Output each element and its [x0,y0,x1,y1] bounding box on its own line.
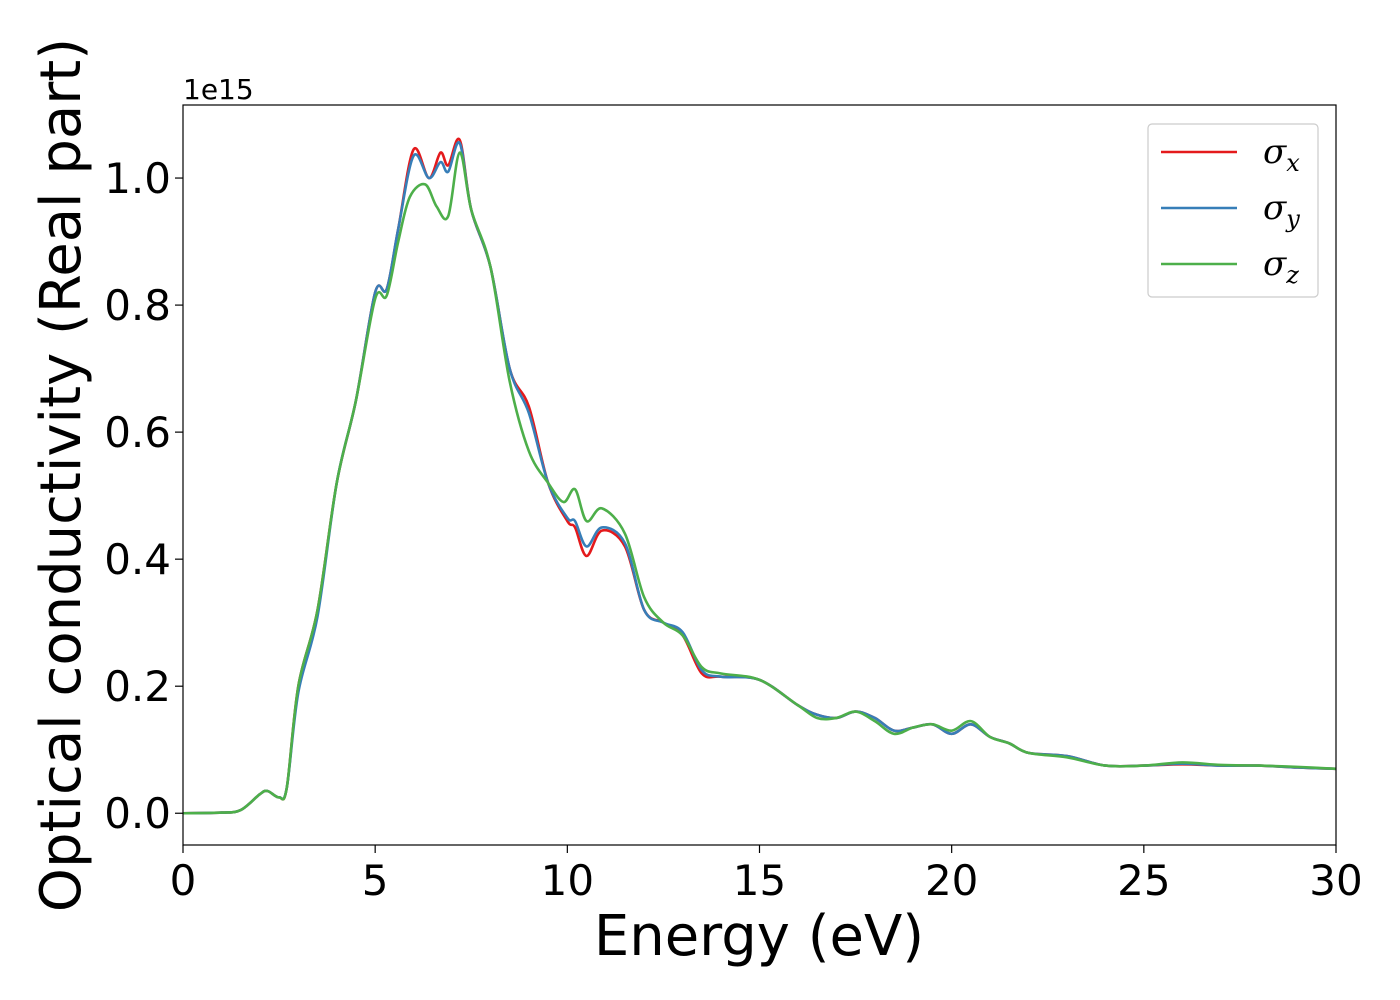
x-tick-label: 25 [1117,856,1170,905]
legend-box [1147,123,1319,298]
x-tick-label: 10 [541,856,594,905]
y-axis: 0.0 0.2 0.4 0.6 0.8 1.0 [104,154,183,838]
x-tick-label: 20 [925,856,978,905]
series-layer [182,137,1337,815]
series-line-z [182,151,1337,815]
x-axis-title: Energy (eV) [594,904,924,969]
y-tick-label: 0.2 [104,662,171,711]
y-tick-label: 0.4 [104,535,171,584]
x-tick-label: 30 [1309,856,1362,905]
y-tick-label: 0.0 [104,789,171,838]
y-tick-label: 1.0 [104,154,171,203]
y-tick-label: 0.8 [104,281,171,330]
x-tick-label: 15 [733,856,786,905]
x-tick-label: 5 [362,856,389,905]
y-tick-label: 0.6 [104,408,171,457]
plot-background [183,105,1336,845]
y-offset-label: 1e15 [183,73,254,106]
x-axis: 0 5 10 15 20 25 30 [170,845,1363,905]
y-axis-title: Optical conductivity (Real part) [29,38,94,912]
x-tick-label: 0 [170,856,197,905]
